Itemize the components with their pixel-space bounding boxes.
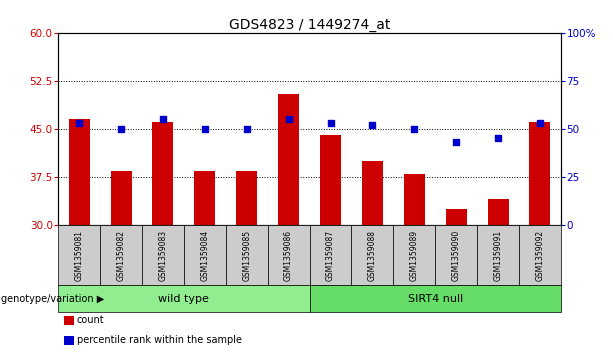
Point <box>451 139 461 145</box>
Bar <box>226 225 268 285</box>
Point <box>284 116 294 122</box>
Text: count: count <box>77 315 104 325</box>
Bar <box>320 135 341 225</box>
Text: GSM1359090: GSM1359090 <box>452 229 461 281</box>
Point <box>535 120 545 126</box>
Text: GSM1359091: GSM1359091 <box>493 229 503 281</box>
Text: GSM1359088: GSM1359088 <box>368 229 377 281</box>
Text: wild type: wild type <box>159 294 209 303</box>
Bar <box>362 161 383 225</box>
Bar <box>100 225 142 285</box>
Bar <box>184 225 226 285</box>
Bar <box>394 225 435 285</box>
Bar <box>194 171 215 225</box>
Bar <box>142 225 184 285</box>
Bar <box>58 285 310 312</box>
Text: percentile rank within the sample: percentile rank within the sample <box>77 335 242 345</box>
Bar <box>530 122 550 225</box>
Bar <box>435 225 477 285</box>
Text: GSM1359089: GSM1359089 <box>409 229 419 281</box>
Text: GSM1359092: GSM1359092 <box>535 229 544 281</box>
Bar <box>446 209 466 225</box>
Text: GSM1359084: GSM1359084 <box>200 229 210 281</box>
Bar <box>310 225 351 285</box>
Bar <box>519 225 561 285</box>
Point <box>493 136 503 142</box>
Bar <box>236 171 257 225</box>
Bar <box>268 225 310 285</box>
Bar <box>404 174 425 225</box>
Title: GDS4823 / 1449274_at: GDS4823 / 1449274_at <box>229 18 390 32</box>
Point <box>200 126 210 132</box>
Point <box>74 120 84 126</box>
Point <box>326 120 335 126</box>
Bar <box>153 122 173 225</box>
Bar <box>58 225 100 285</box>
Bar <box>110 171 132 225</box>
Text: GSM1359087: GSM1359087 <box>326 229 335 281</box>
Text: SIRT4 null: SIRT4 null <box>408 294 463 303</box>
Point <box>409 126 419 132</box>
Text: GSM1359083: GSM1359083 <box>158 229 167 281</box>
Text: GSM1359085: GSM1359085 <box>242 229 251 281</box>
Bar <box>69 119 89 225</box>
Text: GSM1359086: GSM1359086 <box>284 229 293 281</box>
Bar <box>477 225 519 285</box>
Text: genotype/variation ▶: genotype/variation ▶ <box>1 294 104 303</box>
Bar <box>487 199 509 225</box>
Point <box>116 126 126 132</box>
Text: GSM1359081: GSM1359081 <box>75 229 84 281</box>
Point <box>368 122 378 128</box>
Point <box>158 116 168 122</box>
Text: GSM1359082: GSM1359082 <box>116 229 126 281</box>
Point <box>242 126 251 132</box>
Bar <box>310 285 561 312</box>
Bar <box>351 225 394 285</box>
Bar <box>278 94 299 225</box>
